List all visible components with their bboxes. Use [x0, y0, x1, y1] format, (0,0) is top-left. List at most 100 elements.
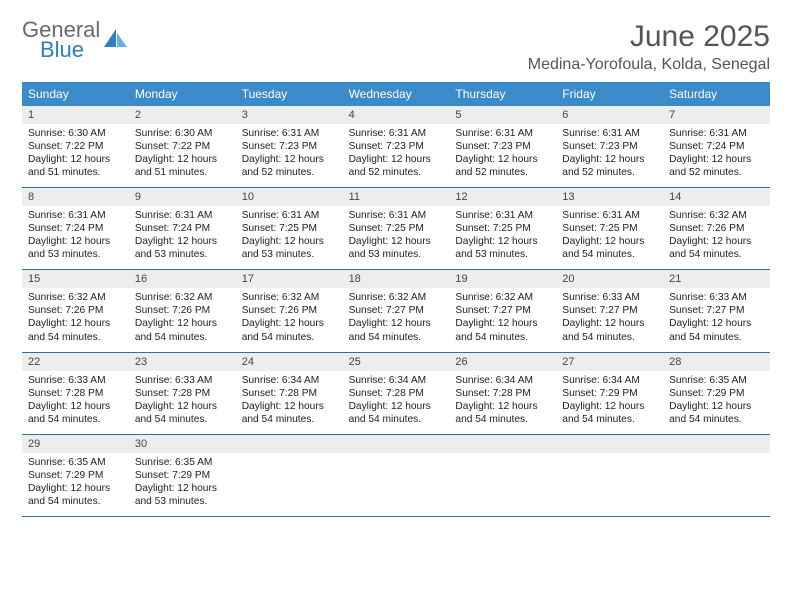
sunrise-line: Sunrise: 6:33 AM [135, 374, 230, 387]
daylight-line1: Daylight: 12 hours [135, 482, 230, 495]
daynum-row: 22232425262728 [22, 353, 770, 371]
sunset-line: Sunset: 7:25 PM [455, 222, 550, 235]
logo-sail-icon [103, 27, 129, 54]
daylight-line2: and 52 minutes. [669, 166, 764, 179]
sunset-line: Sunset: 7:28 PM [455, 387, 550, 400]
day-cell: Sunrise: 6:31 AMSunset: 7:25 PMDaylight:… [343, 206, 450, 269]
day-number: 18 [343, 270, 450, 288]
sunrise-line: Sunrise: 6:31 AM [135, 209, 230, 222]
logo-text: General Blue [22, 20, 100, 60]
sunrise-line: Sunrise: 6:34 AM [562, 374, 657, 387]
daylight-line2: and 54 minutes. [28, 413, 123, 426]
weekday-header: Monday [129, 82, 236, 106]
sunrise-line: Sunrise: 6:32 AM [242, 291, 337, 304]
day-number: 29 [22, 435, 129, 453]
day-cell: Sunrise: 6:34 AMSunset: 7:28 PMDaylight:… [343, 371, 450, 434]
day-cell: Sunrise: 6:32 AMSunset: 7:26 PMDaylight:… [22, 288, 129, 351]
daylight-line2: and 52 minutes. [455, 166, 550, 179]
day-cell: Sunrise: 6:31 AMSunset: 7:24 PMDaylight:… [129, 206, 236, 269]
daylight-line2: and 52 minutes. [242, 166, 337, 179]
daylight-line2: and 54 minutes. [28, 495, 123, 508]
week-row: 1234567Sunrise: 6:30 AMSunset: 7:22 PMDa… [22, 106, 770, 188]
daynum-row: 15161718192021 [22, 270, 770, 288]
day-number: 10 [236, 188, 343, 206]
day-number: 26 [449, 353, 556, 371]
day-number: 1 [22, 106, 129, 124]
day-cell: Sunrise: 6:32 AMSunset: 7:27 PMDaylight:… [449, 288, 556, 351]
day-cell: Sunrise: 6:31 AMSunset: 7:25 PMDaylight:… [556, 206, 663, 269]
day-number: 27 [556, 353, 663, 371]
day-cell: Sunrise: 6:35 AMSunset: 7:29 PMDaylight:… [22, 453, 129, 516]
sunset-line: Sunset: 7:27 PM [349, 304, 444, 317]
sunset-line: Sunset: 7:29 PM [28, 469, 123, 482]
daylight-line2: and 54 minutes. [135, 331, 230, 344]
sunset-line: Sunset: 7:27 PM [669, 304, 764, 317]
sunset-line: Sunset: 7:27 PM [562, 304, 657, 317]
sunset-line: Sunset: 7:29 PM [562, 387, 657, 400]
daylight-line1: Daylight: 12 hours [669, 400, 764, 413]
day-cell: Sunrise: 6:33 AMSunset: 7:27 PMDaylight:… [663, 288, 770, 351]
day-number: 2 [129, 106, 236, 124]
day-number: 21 [663, 270, 770, 288]
daylight-line2: and 54 minutes. [562, 413, 657, 426]
sunrise-line: Sunrise: 6:33 AM [28, 374, 123, 387]
daylight-line2: and 54 minutes. [135, 413, 230, 426]
sunset-line: Sunset: 7:28 PM [135, 387, 230, 400]
sunrise-line: Sunrise: 6:33 AM [562, 291, 657, 304]
daylight-line1: Daylight: 12 hours [349, 317, 444, 330]
sunrise-line: Sunrise: 6:31 AM [669, 127, 764, 140]
sunset-line: Sunset: 7:25 PM [242, 222, 337, 235]
daylight-line1: Daylight: 12 hours [242, 153, 337, 166]
daylight-line1: Daylight: 12 hours [349, 235, 444, 248]
cells-row: Sunrise: 6:32 AMSunset: 7:26 PMDaylight:… [22, 288, 770, 351]
daylight-line2: and 53 minutes. [135, 495, 230, 508]
day-cell: Sunrise: 6:32 AMSunset: 7:26 PMDaylight:… [663, 206, 770, 269]
day-number [449, 435, 556, 453]
sunrise-line: Sunrise: 6:35 AM [28, 456, 123, 469]
page: General Blue June 2025 Medina-Yorofoula,… [0, 0, 792, 527]
day-cell: Sunrise: 6:33 AMSunset: 7:27 PMDaylight:… [556, 288, 663, 351]
day-number: 28 [663, 353, 770, 371]
daylight-line1: Daylight: 12 hours [455, 317, 550, 330]
sunset-line: Sunset: 7:26 PM [135, 304, 230, 317]
weekday-header: Friday [556, 82, 663, 106]
month-title: June 2025 [528, 20, 770, 54]
weekday-header: Thursday [449, 82, 556, 106]
header: General Blue June 2025 Medina-Yorofoula,… [22, 20, 770, 74]
sunrise-line: Sunrise: 6:31 AM [349, 209, 444, 222]
daylight-line1: Daylight: 12 hours [28, 482, 123, 495]
day-number: 22 [22, 353, 129, 371]
day-number: 15 [22, 270, 129, 288]
title-block: June 2025 Medina-Yorofoula, Kolda, Seneg… [528, 20, 770, 74]
sunset-line: Sunset: 7:28 PM [349, 387, 444, 400]
sunrise-line: Sunrise: 6:34 AM [349, 374, 444, 387]
day-cell: Sunrise: 6:32 AMSunset: 7:26 PMDaylight:… [129, 288, 236, 351]
day-cell: Sunrise: 6:34 AMSunset: 7:28 PMDaylight:… [449, 371, 556, 434]
sunset-line: Sunset: 7:22 PM [135, 140, 230, 153]
sunset-line: Sunset: 7:29 PM [669, 387, 764, 400]
day-cell [343, 453, 450, 516]
daylight-line1: Daylight: 12 hours [242, 400, 337, 413]
day-number: 14 [663, 188, 770, 206]
sunrise-line: Sunrise: 6:35 AM [135, 456, 230, 469]
sunrise-line: Sunrise: 6:32 AM [135, 291, 230, 304]
daylight-line1: Daylight: 12 hours [242, 235, 337, 248]
day-cell: Sunrise: 6:32 AMSunset: 7:27 PMDaylight:… [343, 288, 450, 351]
day-cell: Sunrise: 6:34 AMSunset: 7:29 PMDaylight:… [556, 371, 663, 434]
day-cell [556, 453, 663, 516]
daylight-line2: and 54 minutes. [562, 248, 657, 261]
daylight-line1: Daylight: 12 hours [135, 153, 230, 166]
sunset-line: Sunset: 7:24 PM [135, 222, 230, 235]
daylight-line2: and 53 minutes. [349, 248, 444, 261]
day-cell: Sunrise: 6:31 AMSunset: 7:23 PMDaylight:… [236, 124, 343, 187]
week-row: 22232425262728Sunrise: 6:33 AMSunset: 7:… [22, 353, 770, 435]
day-number [236, 435, 343, 453]
day-number: 17 [236, 270, 343, 288]
sunset-line: Sunset: 7:23 PM [349, 140, 444, 153]
cells-row: Sunrise: 6:35 AMSunset: 7:29 PMDaylight:… [22, 453, 770, 516]
sunset-line: Sunset: 7:23 PM [562, 140, 657, 153]
day-cell: Sunrise: 6:31 AMSunset: 7:24 PMDaylight:… [663, 124, 770, 187]
week-row: 2930Sunrise: 6:35 AMSunset: 7:29 PMDayli… [22, 435, 770, 517]
sunset-line: Sunset: 7:28 PM [28, 387, 123, 400]
daylight-line2: and 54 minutes. [242, 331, 337, 344]
